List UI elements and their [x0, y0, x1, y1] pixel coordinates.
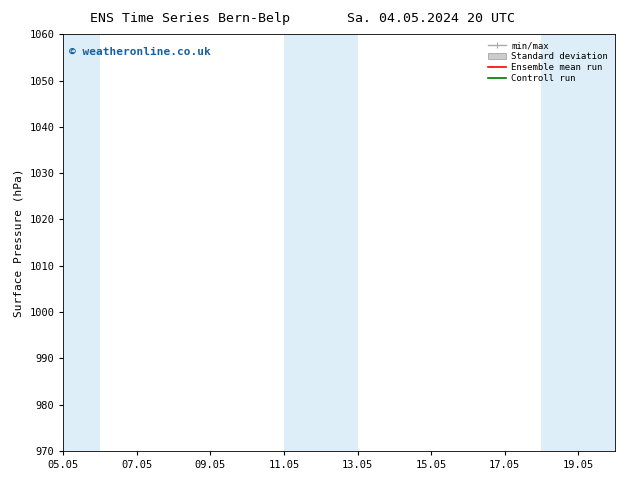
Text: ENS Time Series Bern-Belp: ENS Time Series Bern-Belp: [90, 12, 290, 25]
Bar: [541, 34, 615, 451]
Text: © weatheronline.co.uk: © weatheronline.co.uk: [69, 47, 210, 57]
Y-axis label: Surface Pressure (hPa): Surface Pressure (hPa): [14, 168, 24, 317]
Bar: [284, 34, 358, 451]
Text: Sa. 04.05.2024 20 UTC: Sa. 04.05.2024 20 UTC: [347, 12, 515, 25]
Bar: [63, 34, 100, 451]
Legend: min/max, Standard deviation, Ensemble mean run, Controll run: min/max, Standard deviation, Ensemble me…: [486, 39, 611, 86]
